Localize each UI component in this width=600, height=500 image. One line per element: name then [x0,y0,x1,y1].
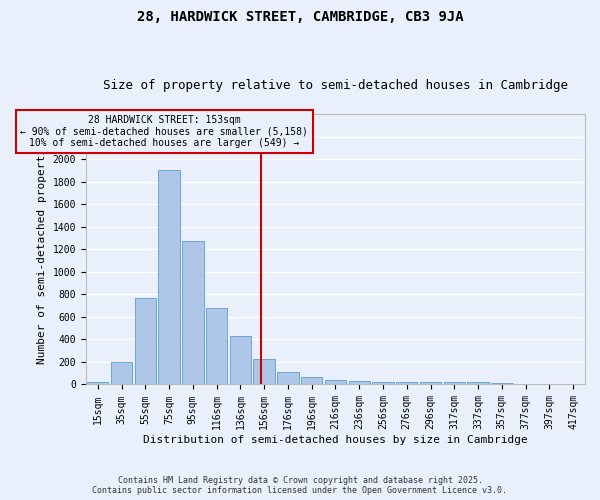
Bar [349,380,370,384]
Bar [277,372,299,384]
Text: 28, HARDWICK STREET, CAMBRIDGE, CB3 9JA: 28, HARDWICK STREET, CAMBRIDGE, CB3 9JA [137,10,463,24]
X-axis label: Distribution of semi-detached houses by size in Cambridge: Distribution of semi-detached houses by … [143,435,528,445]
Bar [230,336,251,384]
Bar [301,377,322,384]
Bar [467,382,489,384]
Bar [87,382,109,384]
Bar [134,298,156,384]
Y-axis label: Number of semi-detached properties: Number of semi-detached properties [37,134,47,364]
Bar [111,362,132,384]
Bar [253,358,275,384]
Bar [491,383,512,384]
Bar [182,242,203,384]
Bar [443,382,465,384]
Text: 28 HARDWICK STREET: 153sqm
← 90% of semi-detached houses are smaller (5,158)
10%: 28 HARDWICK STREET: 153sqm ← 90% of semi… [20,115,308,148]
Bar [158,170,180,384]
Bar [325,380,346,384]
Title: Size of property relative to semi-detached houses in Cambridge: Size of property relative to semi-detach… [103,79,568,92]
Bar [206,308,227,384]
Text: Contains HM Land Registry data © Crown copyright and database right 2025.
Contai: Contains HM Land Registry data © Crown c… [92,476,508,495]
Bar [372,382,394,384]
Bar [420,382,441,384]
Bar [396,382,418,384]
